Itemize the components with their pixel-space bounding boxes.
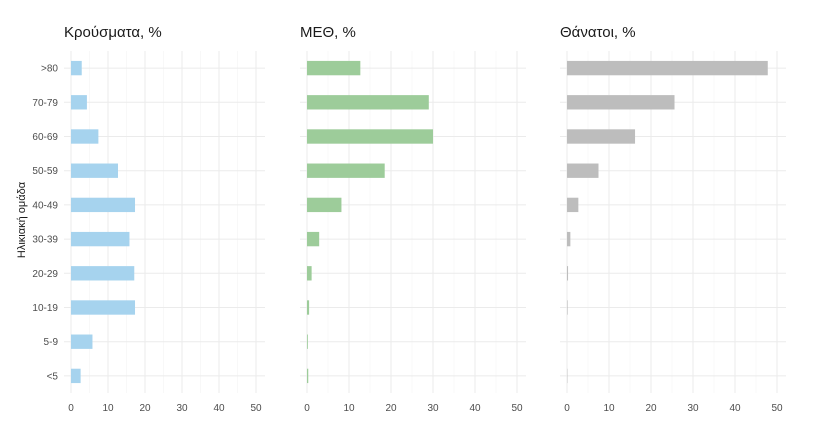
x-tick-label-1-1: 10 bbox=[343, 403, 355, 414]
x-tick-label-2-1: 10 bbox=[603, 403, 615, 414]
bar-1->80 bbox=[307, 61, 360, 75]
y-tick-label-3: 50-59 bbox=[32, 166, 58, 177]
bar-2-10-19 bbox=[567, 300, 568, 314]
x-tick-label-0-5: 50 bbox=[250, 403, 262, 414]
y-tick-label-5: 30-39 bbox=[32, 235, 58, 246]
x-tick-label-1-3: 30 bbox=[427, 403, 439, 414]
bar-2-50-59 bbox=[567, 164, 599, 178]
x-tick-label-0-2: 20 bbox=[139, 403, 151, 414]
y-tick-label-9: <5 bbox=[47, 371, 59, 382]
x-tick-label-0-1: 10 bbox=[102, 403, 114, 414]
bar-0-30-39 bbox=[71, 232, 129, 246]
bar-0-10-19 bbox=[71, 300, 135, 314]
bar-2->80 bbox=[567, 61, 768, 75]
y-tick-label-8: 5-9 bbox=[44, 337, 59, 348]
x-tick-label-1-4: 40 bbox=[469, 403, 481, 414]
bar-1-40-49 bbox=[307, 198, 341, 212]
y-tick-label-2: 60-69 bbox=[32, 132, 58, 143]
x-tick-label-0-3: 30 bbox=[176, 403, 188, 414]
panel-title-0: Κρούσματα, % bbox=[64, 24, 162, 41]
x-tick-label-2-5: 50 bbox=[771, 403, 783, 414]
y-tick-label-0: >80 bbox=[41, 64, 58, 75]
panel-title-2: Θάνατοι, % bbox=[560, 24, 636, 41]
bar-1-30-39 bbox=[307, 232, 319, 246]
y-tick-label-4: 40-49 bbox=[32, 200, 58, 211]
bar-2-40-49 bbox=[567, 198, 578, 212]
x-tick-label-2-2: 20 bbox=[645, 403, 657, 414]
x-tick-label-2-0: 0 bbox=[564, 403, 570, 414]
panel-title-1: ΜΕΘ, % bbox=[300, 24, 356, 41]
x-tick-label-1-2: 20 bbox=[385, 403, 397, 414]
x-tick-label-0-4: 40 bbox=[213, 403, 225, 414]
y-tick-label-7: 10-19 bbox=[32, 303, 58, 314]
bar-0-<5 bbox=[71, 369, 81, 383]
x-tick-label-0-0: 0 bbox=[68, 403, 74, 414]
x-tick-label-2-3: 30 bbox=[687, 403, 699, 414]
panel-2: 0 10 20 30 40 50 Θάνατοι, % bbox=[560, 24, 786, 414]
x-tick-label-2-4: 40 bbox=[729, 403, 741, 414]
bar-1-70-79 bbox=[307, 95, 429, 109]
bar-1-50-59 bbox=[307, 164, 385, 178]
y-tick-label-6: 20-29 bbox=[32, 269, 58, 280]
bar-1-<5 bbox=[307, 369, 308, 383]
bar-2-70-79 bbox=[567, 95, 675, 109]
y-axis-title: Ηλικιακή ομάδα bbox=[16, 181, 28, 258]
bar-0-20-29 bbox=[71, 266, 134, 280]
bar-0-5-9 bbox=[71, 335, 92, 349]
bar-0-40-49 bbox=[71, 198, 135, 212]
bar-2-20-29 bbox=[567, 266, 568, 280]
x-tick-label-1-5: 50 bbox=[511, 403, 523, 414]
bar-0-50-59 bbox=[71, 164, 118, 178]
bar-2-60-69 bbox=[567, 129, 635, 143]
bar-0-70-79 bbox=[71, 95, 87, 109]
bar-1-10-19 bbox=[307, 300, 309, 314]
bar-0-60-69 bbox=[71, 129, 98, 143]
panel-1: 0 10 20 30 40 50 ΜΕΘ, % bbox=[300, 24, 526, 414]
x-tick-label-1-0: 0 bbox=[304, 403, 310, 414]
y-tick-label-1: 70-79 bbox=[32, 98, 58, 109]
bar-1-5-9 bbox=[307, 335, 308, 349]
panel-0: 0 10 20 30 40 50 Κρούσματα, % bbox=[64, 24, 265, 414]
bar-0->80 bbox=[71, 61, 82, 75]
bar-1-60-69 bbox=[307, 129, 433, 143]
bar-2-30-39 bbox=[567, 232, 570, 246]
bar-1-20-29 bbox=[307, 266, 312, 280]
